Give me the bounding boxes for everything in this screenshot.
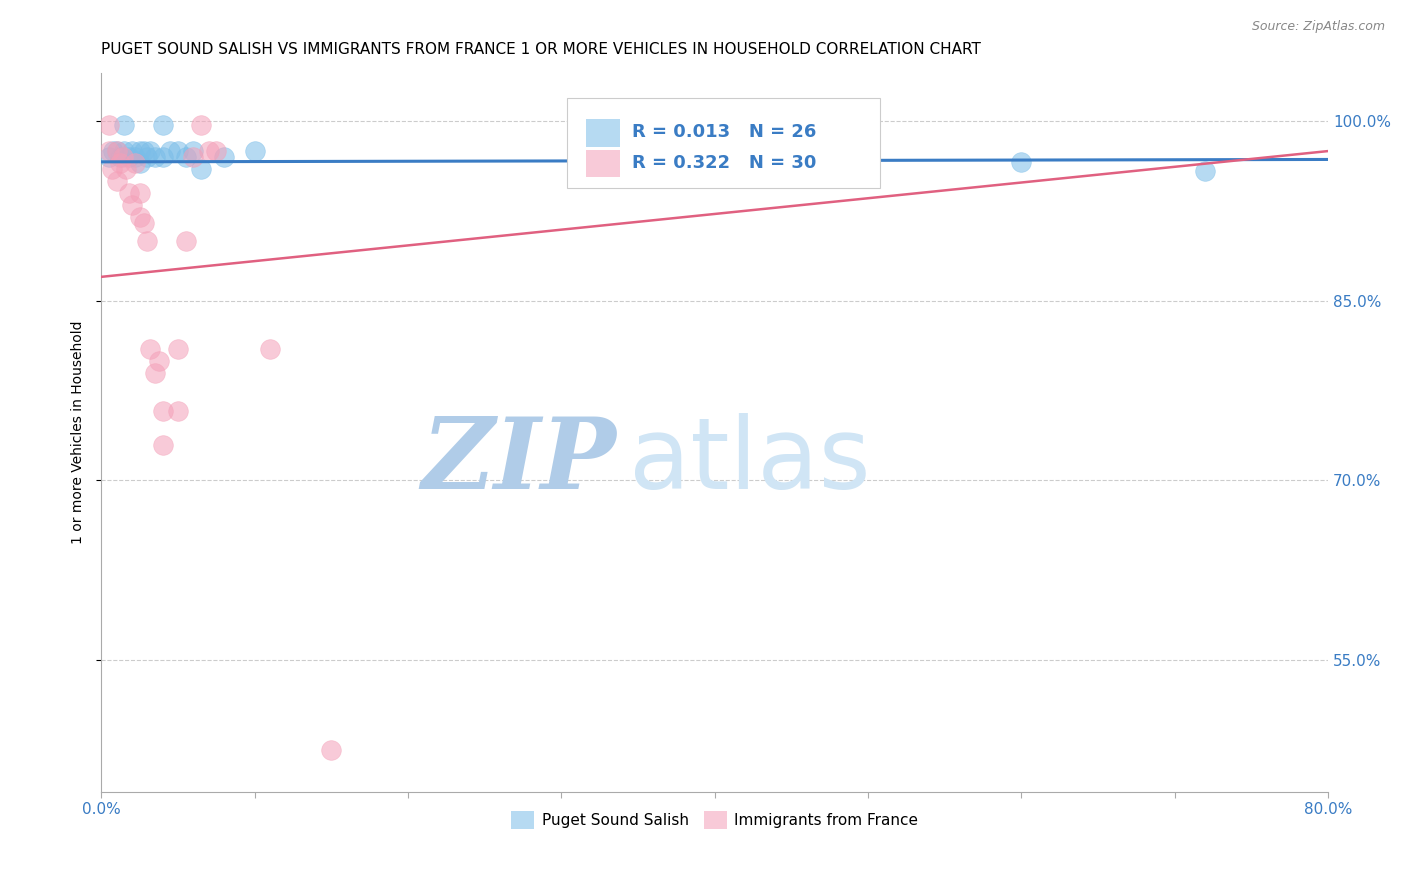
Point xyxy=(112,144,135,158)
Point xyxy=(124,150,146,164)
Point xyxy=(108,150,131,164)
Point xyxy=(124,156,146,170)
FancyBboxPatch shape xyxy=(568,98,880,188)
Point xyxy=(152,118,174,132)
Point xyxy=(128,144,150,158)
Legend: Puget Sound Salish, Immigrants from France: Puget Sound Salish, Immigrants from Fran… xyxy=(505,805,925,835)
Point xyxy=(136,234,159,248)
Point xyxy=(112,118,135,132)
Point xyxy=(152,437,174,451)
Point xyxy=(108,156,131,170)
Point xyxy=(174,234,197,248)
Point xyxy=(243,144,266,158)
Point xyxy=(103,144,125,158)
Point xyxy=(1194,164,1216,178)
Point xyxy=(643,144,665,158)
Point xyxy=(190,162,212,177)
Text: atlas: atlas xyxy=(628,413,870,510)
Point xyxy=(97,144,120,158)
Point xyxy=(167,144,190,158)
Point xyxy=(136,150,159,164)
Point xyxy=(148,353,170,368)
Point xyxy=(259,342,281,356)
Point xyxy=(152,150,174,164)
Point xyxy=(121,198,143,212)
Point xyxy=(128,186,150,200)
Text: R = 0.013   N = 26: R = 0.013 N = 26 xyxy=(633,123,817,141)
Point xyxy=(143,150,166,164)
Point xyxy=(181,150,204,164)
Point xyxy=(128,210,150,224)
Point xyxy=(197,144,219,158)
Text: PUGET SOUND SALISH VS IMMIGRANTS FROM FRANCE 1 OR MORE VEHICLES IN HOUSEHOLD COR: PUGET SOUND SALISH VS IMMIGRANTS FROM FR… xyxy=(101,42,981,57)
Point xyxy=(118,150,141,164)
Point xyxy=(101,162,124,177)
Point xyxy=(190,118,212,132)
Text: R = 0.322   N = 30: R = 0.322 N = 30 xyxy=(633,154,817,172)
Point xyxy=(152,404,174,418)
Text: ZIP: ZIP xyxy=(422,413,616,509)
Point xyxy=(134,144,156,158)
Point xyxy=(121,144,143,158)
Point xyxy=(105,144,128,158)
Point xyxy=(205,144,228,158)
Y-axis label: 1 or more Vehicles in Household: 1 or more Vehicles in Household xyxy=(72,321,86,544)
FancyBboxPatch shape xyxy=(586,150,620,178)
Point xyxy=(105,144,128,158)
Point xyxy=(167,342,190,356)
Point xyxy=(1010,154,1032,169)
Point xyxy=(105,174,128,188)
FancyBboxPatch shape xyxy=(586,120,620,146)
Point xyxy=(97,150,120,164)
Text: Source: ZipAtlas.com: Source: ZipAtlas.com xyxy=(1251,20,1385,33)
Point xyxy=(167,404,190,418)
Point xyxy=(143,366,166,380)
Point xyxy=(181,144,204,158)
Point xyxy=(321,743,343,757)
Point xyxy=(134,216,156,230)
Point xyxy=(114,162,136,177)
Point xyxy=(97,118,120,132)
Point xyxy=(128,156,150,170)
Point xyxy=(174,150,197,164)
Point xyxy=(118,186,141,200)
Point xyxy=(111,150,134,164)
Point xyxy=(139,144,162,158)
Point xyxy=(159,144,181,158)
Point xyxy=(139,342,162,356)
Point xyxy=(212,150,235,164)
